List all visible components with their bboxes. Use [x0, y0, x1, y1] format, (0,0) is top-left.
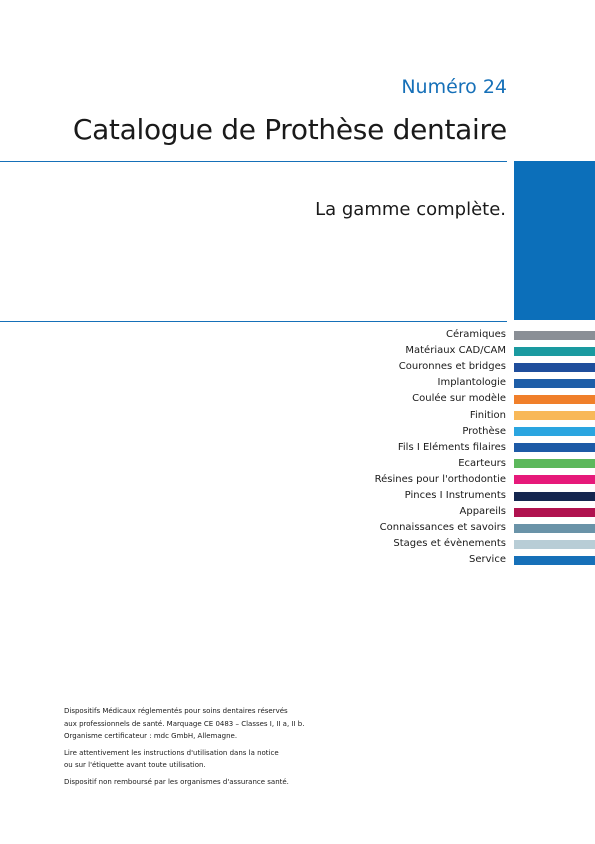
section-bar: [514, 443, 595, 453]
section-bar: [514, 394, 595, 404]
section-bar: [514, 523, 595, 533]
section-bar: [514, 330, 595, 340]
footer-line: Organisme certificateur : mdc GmbH, Alle…: [64, 732, 238, 740]
section-label: Finition: [469, 409, 506, 421]
subtitle: La gamme complète.: [315, 199, 506, 220]
section-bar: [514, 459, 595, 469]
section-bar: [514, 491, 595, 501]
section-label: Prothèse: [462, 425, 506, 437]
section-label: Couronnes et bridges: [398, 361, 506, 373]
footer-line: Dispositif non remboursé par les organis…: [64, 777, 289, 786]
section-bar: [514, 539, 595, 549]
issue-number: Numéro 24: [401, 76, 507, 98]
section-bar: [514, 555, 595, 565]
section-label: Stages et évènements: [393, 538, 506, 550]
section-label: Résines pour l'orthodontie: [374, 473, 506, 485]
section-bar: [514, 427, 595, 437]
title: Catalogue de Prothèse dentaire: [72, 113, 507, 146]
section-label: Coulée sur modèle: [412, 393, 506, 405]
footer-paragraph: Dispositif non remboursé par les organis…: [64, 776, 304, 789]
footer-line: ou sur l'étiquette avant toute utilisati…: [64, 761, 206, 769]
section-bar: [514, 362, 595, 372]
section-bar: [514, 378, 595, 388]
section-bar: [514, 346, 595, 356]
footer-line: aux professionnels de santé. Marquage CE…: [64, 719, 305, 728]
section-label: Connaissances et savoirs: [379, 522, 506, 534]
footer-paragraph: Dispositifs Médicaux réglementés pour so…: [64, 705, 304, 743]
section-label: Ecarteurs: [458, 457, 506, 469]
footer-paragraph: Lire attentivement les instructions d'ut…: [64, 747, 304, 772]
section-bar: [514, 411, 595, 420]
divider: [0, 161, 507, 162]
divider: [0, 321, 507, 322]
footer-line: Lire attentivement les instructions d'ut…: [64, 748, 279, 757]
section-bar: [514, 507, 595, 517]
section-label: Implantologie: [437, 377, 507, 389]
section-label: Appareils: [459, 506, 506, 518]
color-block: [514, 161, 595, 320]
section-label: Service: [469, 554, 506, 566]
section-bar: [514, 475, 595, 485]
footer-line: Dispositifs Médicaux réglementés pour so…: [64, 707, 288, 715]
section-label: Céramiques: [446, 329, 506, 340]
section-label: Pinces I Instruments: [404, 490, 506, 501]
section-label: Fils I Eléments filaires: [397, 441, 506, 453]
section-label: Matériaux CAD/CAM: [405, 345, 506, 357]
footer: Dispositifs Médicaux réglementés pour so…: [64, 705, 304, 792]
